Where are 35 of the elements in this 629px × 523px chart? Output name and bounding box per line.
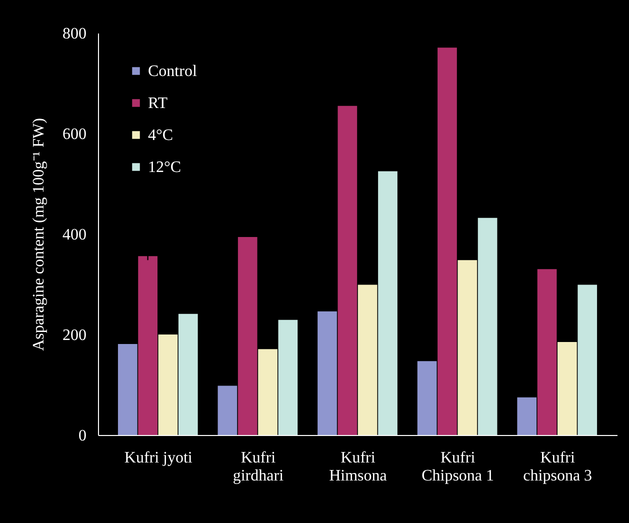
bar bbox=[438, 48, 457, 435]
y-tick-label: 0 bbox=[78, 428, 86, 444]
bar bbox=[318, 311, 337, 435]
bar bbox=[478, 218, 498, 435]
bar bbox=[537, 269, 557, 435]
bar bbox=[338, 106, 358, 435]
bar bbox=[558, 342, 577, 435]
bar bbox=[218, 386, 238, 435]
x-tick-label: Kufri jyoti bbox=[124, 450, 193, 466]
bar bbox=[158, 334, 178, 435]
x-tick-label: Kufri girdhari bbox=[232, 450, 284, 484]
legend-label: Control bbox=[148, 63, 198, 80]
bar bbox=[578, 284, 598, 435]
bar bbox=[178, 314, 198, 435]
legend-label: 12°C bbox=[148, 159, 182, 176]
legend-label: 4°C bbox=[148, 127, 174, 144]
bar bbox=[258, 349, 278, 435]
bar bbox=[417, 361, 437, 435]
legend-label: RT bbox=[148, 95, 168, 112]
x-tick-label: Kufri chipsona 3 bbox=[523, 450, 592, 484]
y-tick-label: 800 bbox=[62, 26, 86, 42]
bar bbox=[458, 260, 478, 435]
bar bbox=[138, 256, 158, 435]
x-tick-label: Kufri Chipsona 1 bbox=[422, 450, 494, 484]
bar bbox=[378, 171, 398, 435]
y-tick-label: 600 bbox=[62, 126, 86, 143]
bar bbox=[517, 397, 537, 435]
y-axis-title: Asparagine content (mg 100g⁻¹ FW) bbox=[30, 118, 48, 351]
y-tick-label: 200 bbox=[62, 327, 86, 344]
bar bbox=[358, 284, 378, 435]
bar bbox=[238, 237, 258, 435]
x-tick-label: Kufri Himsona bbox=[329, 450, 387, 484]
bar bbox=[278, 320, 298, 435]
y-tick-label: 400 bbox=[62, 226, 86, 244]
bar bbox=[118, 344, 138, 435]
